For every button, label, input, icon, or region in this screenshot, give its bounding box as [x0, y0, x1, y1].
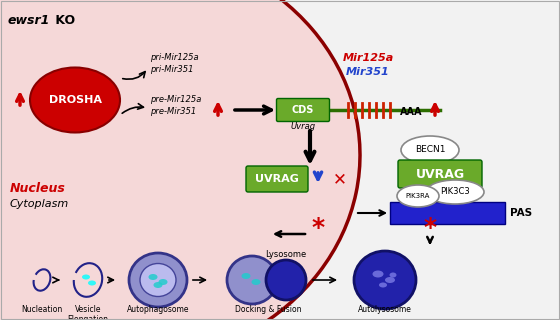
Text: Cytoplasm: Cytoplasm [10, 199, 69, 209]
Ellipse shape [82, 275, 90, 279]
Ellipse shape [354, 251, 416, 309]
Text: ewsr1: ewsr1 [8, 14, 50, 27]
Text: Mir125a: Mir125a [342, 53, 394, 63]
Ellipse shape [397, 185, 439, 207]
Text: ✕: ✕ [333, 170, 347, 188]
Text: *: * [311, 216, 325, 240]
Text: pre-Mir125a: pre-Mir125a [150, 95, 202, 105]
Text: Nucleation: Nucleation [21, 305, 63, 314]
Text: Lysosome: Lysosome [265, 250, 307, 259]
FancyBboxPatch shape [246, 166, 308, 192]
Text: *: * [423, 216, 437, 240]
Text: Mir351: Mir351 [346, 67, 390, 77]
Text: Nucleus: Nucleus [10, 181, 66, 195]
Text: PIK3RA: PIK3RA [406, 193, 430, 199]
Ellipse shape [227, 256, 277, 304]
Ellipse shape [426, 180, 484, 204]
Ellipse shape [390, 273, 396, 277]
Text: Autophagosome: Autophagosome [127, 305, 189, 314]
Ellipse shape [148, 274, 157, 280]
Text: Autolysosome: Autolysosome [358, 305, 412, 314]
Text: Docking & Fusion: Docking & Fusion [235, 305, 301, 314]
Ellipse shape [266, 260, 306, 300]
Text: PAS: PAS [510, 208, 532, 218]
Ellipse shape [88, 281, 96, 285]
FancyBboxPatch shape [398, 160, 482, 188]
Ellipse shape [153, 282, 162, 288]
Ellipse shape [385, 277, 395, 283]
Text: Vesicle
Elongation: Vesicle Elongation [68, 305, 109, 320]
Text: UVRAG: UVRAG [255, 174, 299, 184]
Text: UVRAG: UVRAG [416, 167, 465, 180]
Text: AAA: AAA [400, 107, 422, 117]
Ellipse shape [30, 68, 120, 132]
Text: BECN1: BECN1 [415, 146, 445, 155]
Ellipse shape [372, 270, 384, 277]
Bar [390, 202, 505, 224]
Text: Uvrag: Uvrag [291, 122, 316, 131]
Ellipse shape [158, 279, 167, 285]
Text: CDS: CDS [292, 105, 314, 115]
Ellipse shape [0, 0, 360, 320]
Text: pri-Mir351: pri-Mir351 [150, 66, 194, 75]
Text: pri-Mir125a: pri-Mir125a [150, 53, 199, 62]
Ellipse shape [140, 263, 176, 297]
Ellipse shape [401, 136, 459, 164]
FancyBboxPatch shape [277, 99, 329, 122]
Ellipse shape [379, 283, 387, 287]
Ellipse shape [129, 253, 187, 307]
Ellipse shape [241, 273, 250, 279]
Text: DROSHA: DROSHA [49, 95, 101, 105]
Ellipse shape [251, 279, 260, 285]
Text: pre-Mir351: pre-Mir351 [150, 108, 196, 116]
Text: PIK3C3: PIK3C3 [440, 188, 470, 196]
Text: KO: KO [51, 14, 75, 27]
